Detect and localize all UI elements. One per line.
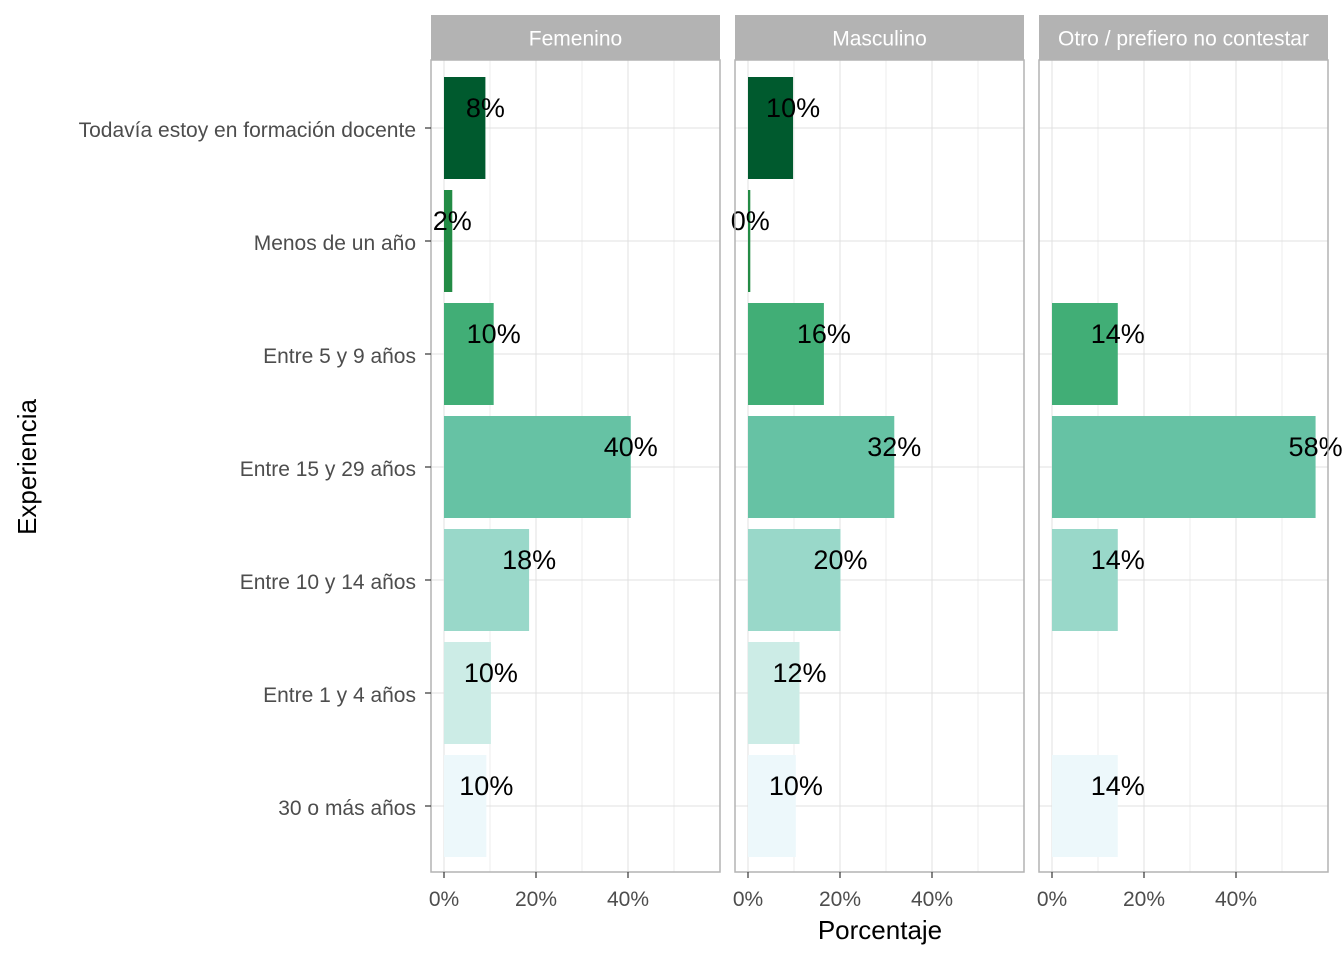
x-tick-label: 20% — [819, 888, 861, 911]
bar — [444, 755, 487, 857]
data-label: 32% — [867, 432, 921, 462]
facet-strip — [431, 15, 720, 60]
data-label: 10% — [459, 771, 513, 801]
facet-strip-label: Otro / prefiero no contestar — [1058, 28, 1309, 51]
bar — [748, 755, 796, 857]
y-category-label: Entre 15 y 29 años — [240, 458, 416, 481]
x-tick-label: 20% — [515, 888, 557, 911]
y-category-label: Menos de un año — [254, 232, 416, 255]
bar — [444, 642, 491, 744]
data-label: 0% — [731, 206, 770, 236]
data-label: 10% — [769, 771, 823, 801]
data-label: 18% — [502, 545, 556, 575]
y-category-label: Entre 5 y 9 años — [263, 345, 416, 368]
x-tick-label: 0% — [1037, 888, 1067, 911]
bar — [748, 642, 800, 744]
x-tick-label: 40% — [1215, 888, 1257, 911]
data-label: 10% — [464, 658, 518, 688]
data-label: 10% — [766, 93, 820, 123]
data-label: 58% — [1289, 432, 1343, 462]
x-tick-label: 20% — [1123, 888, 1165, 911]
panel-border — [734, 59, 1025, 873]
bar — [1052, 416, 1316, 518]
data-label: 14% — [1091, 319, 1145, 349]
data-label: 16% — [797, 319, 851, 349]
panel-border — [1038, 59, 1329, 873]
x-tick-label: 0% — [733, 888, 763, 911]
data-label: 2% — [433, 206, 472, 236]
y-category-label: 30 o más años — [278, 797, 416, 820]
data-label: 10% — [467, 319, 521, 349]
facet-strip — [1039, 15, 1328, 60]
bar — [444, 77, 486, 179]
facet-strip-label: Masculino — [832, 28, 927, 51]
y-category-label: Todavía estoy en formación docente — [79, 119, 416, 142]
panel-border — [430, 59, 721, 873]
data-label: 40% — [604, 432, 658, 462]
bar — [1052, 755, 1118, 857]
x-tick-label: 40% — [911, 888, 953, 911]
bar — [444, 416, 631, 518]
facet-strip-label: Femenino — [529, 28, 622, 51]
y-axis-title: Experiencia — [12, 399, 42, 535]
data-label: 8% — [466, 93, 505, 123]
y-category-label: Entre 10 y 14 años — [240, 571, 416, 594]
bar — [444, 190, 453, 292]
data-label: 20% — [813, 545, 867, 575]
y-category-label: Entre 1 y 4 años — [263, 684, 416, 707]
x-tick-label: 0% — [429, 888, 459, 911]
bar — [748, 77, 794, 179]
bar — [444, 303, 494, 405]
x-axis-title: Porcentaje — [818, 915, 942, 945]
x-tick-label: 40% — [607, 888, 649, 911]
facet-strip — [735, 15, 1024, 60]
bar — [1052, 529, 1118, 631]
bar — [748, 303, 824, 405]
bar — [748, 190, 751, 292]
data-label: 12% — [772, 658, 826, 688]
bar — [444, 529, 530, 631]
data-label: 14% — [1091, 545, 1145, 575]
bar — [748, 416, 895, 518]
bar — [1052, 303, 1118, 405]
bar — [748, 529, 841, 631]
data-label: 14% — [1091, 771, 1145, 801]
